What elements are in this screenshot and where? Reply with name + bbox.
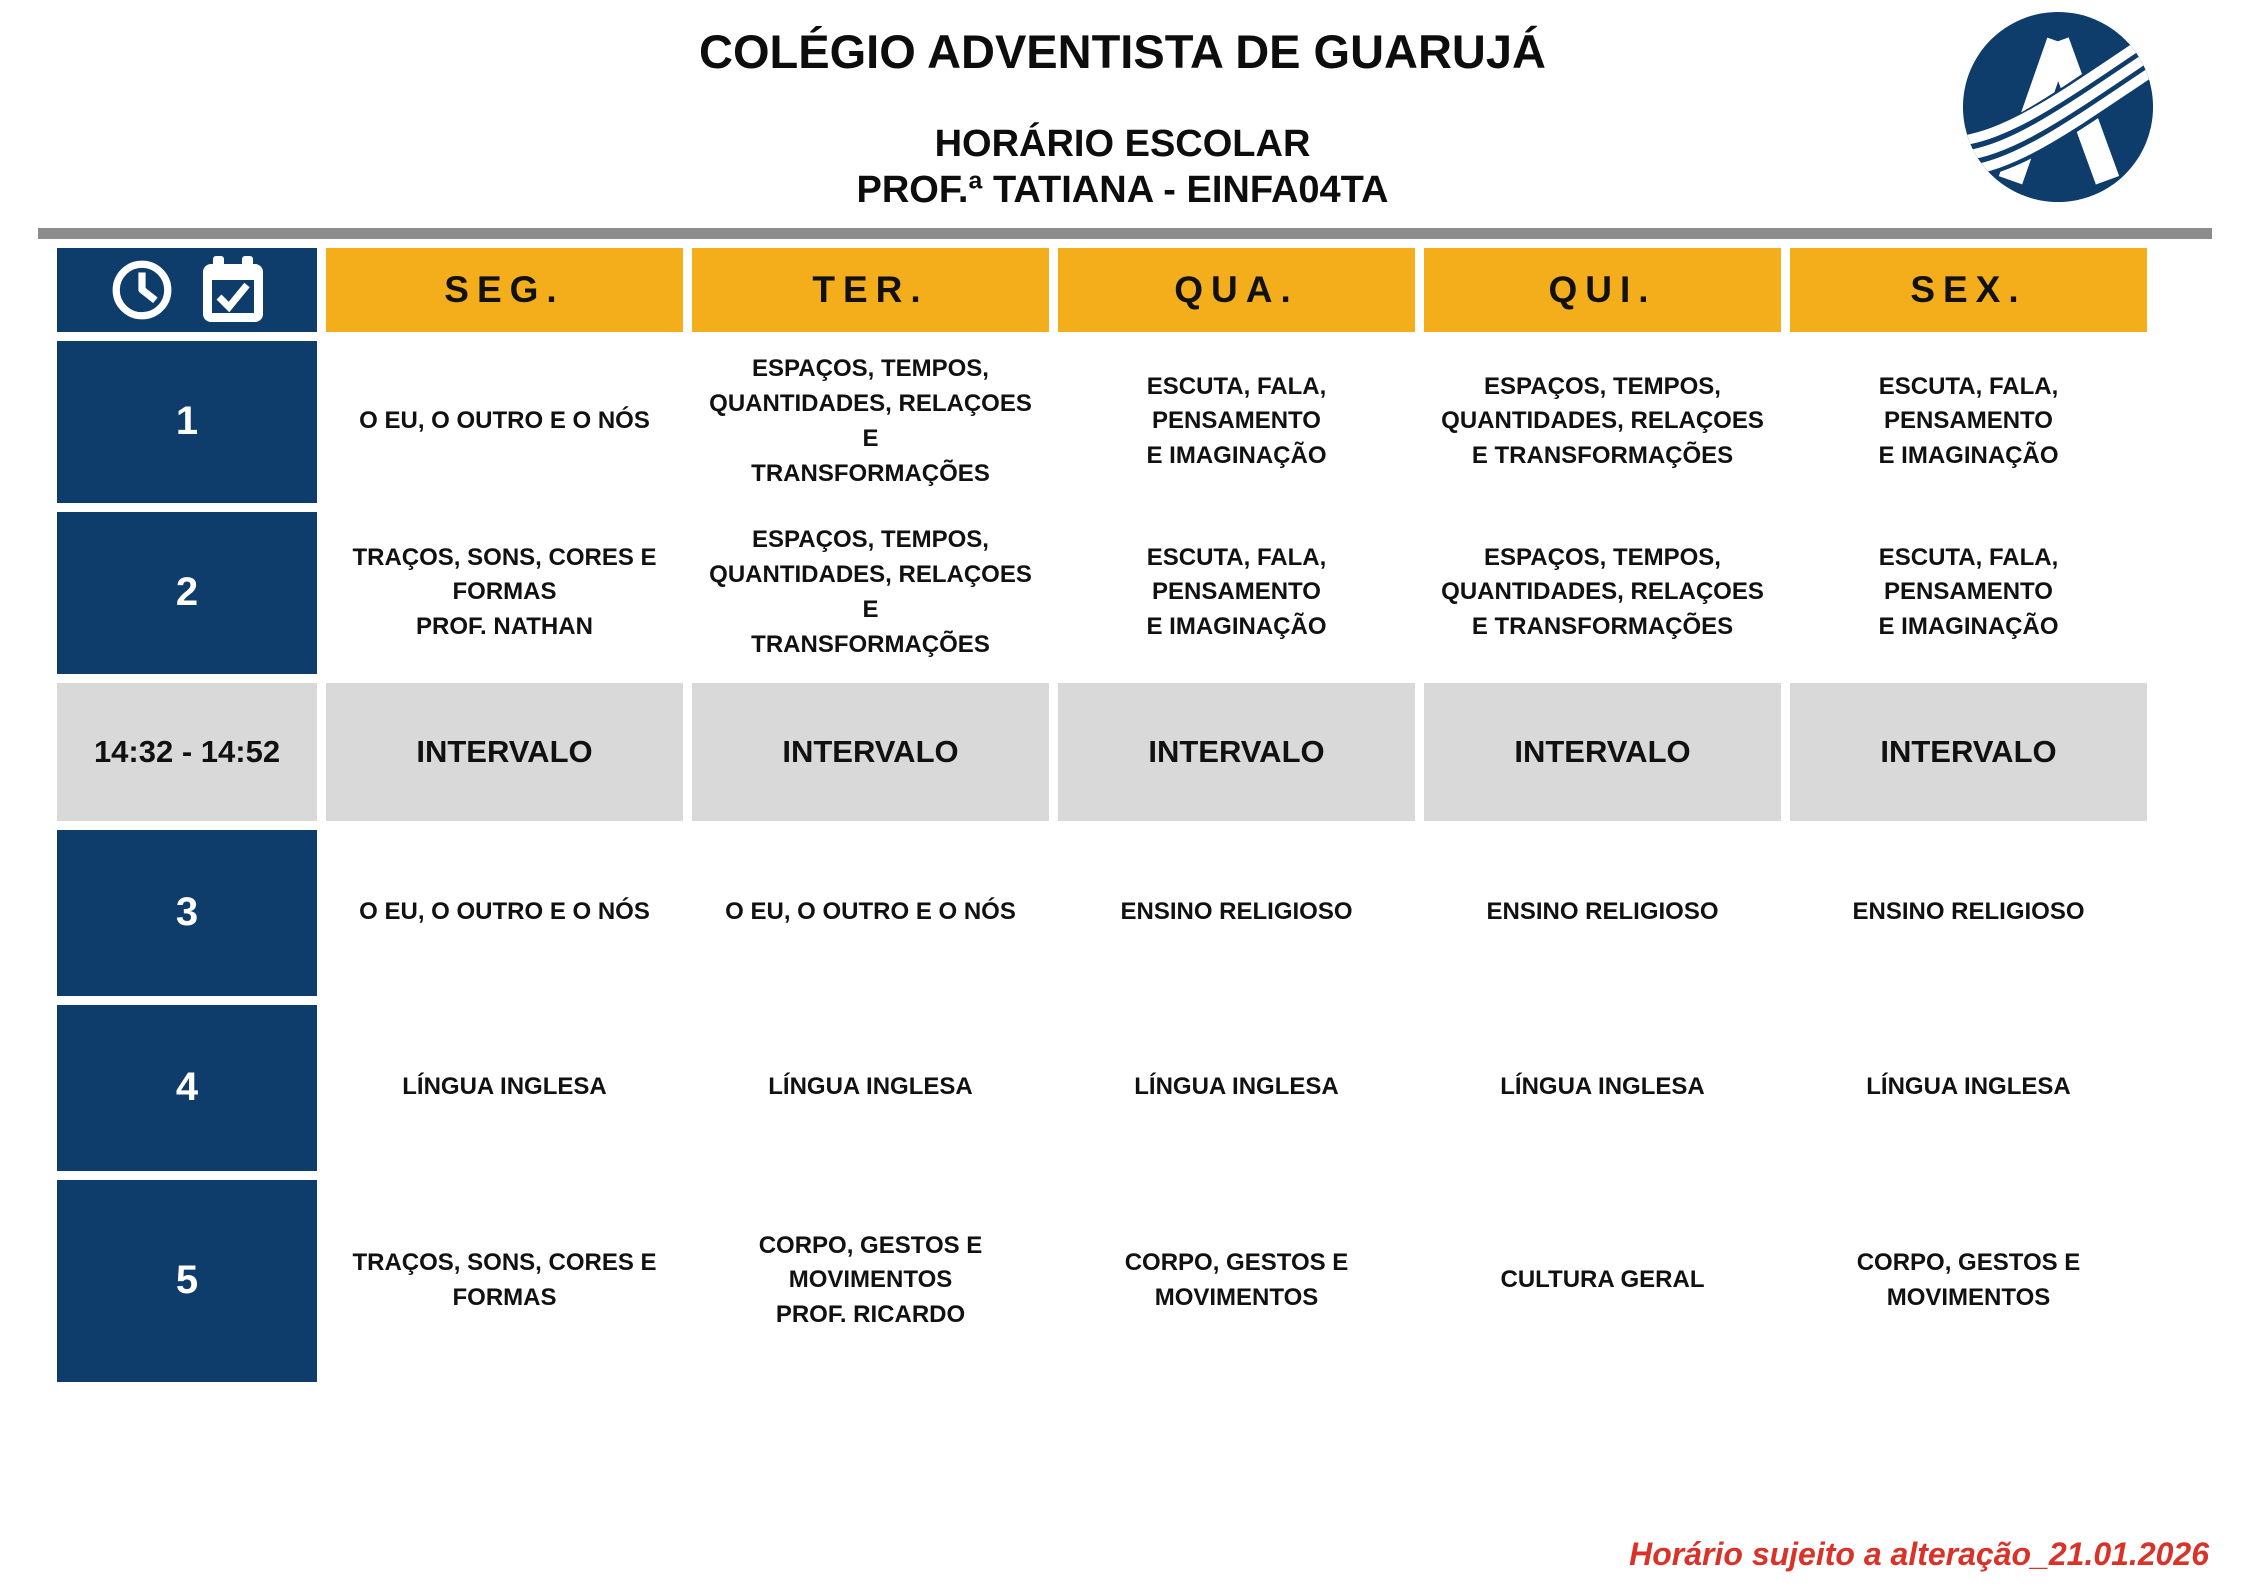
schedule-cell: ESCUTA, FALA, PENSAMENTO E IMAGINAÇÃO [1790, 511, 2147, 674]
day-header-ter: TER. [692, 247, 1049, 332]
calendar-check-icon [203, 255, 263, 322]
day-header-seg: SEG. [326, 247, 683, 332]
interval-cell: INTERVALO [326, 682, 683, 821]
schedule-cell: ESCUTA, FALA, PENSAMENTO E IMAGINAÇÃO [1058, 511, 1415, 674]
school-logo [1959, 8, 2157, 206]
schedule-cell: O EU, O OUTRO E O NÓS [326, 340, 683, 503]
schedule-cell: LÍNGUA INGLESA [692, 1004, 1049, 1171]
schedule-subtitle: HORÁRIO ESCOLAR [934, 123, 1311, 165]
day-header-sex: SEX. [1790, 247, 2147, 332]
schedule-cell: LÍNGUA INGLESA [1790, 1004, 2147, 1171]
schedule-cell: LÍNGUA INGLESA [1424, 1004, 1781, 1171]
day-header-qua: QUA. [1058, 247, 1415, 332]
interval-time-label: 14:32 - 14:52 [57, 682, 317, 821]
schedule-cell: ESPAÇOS, TEMPOS, QUANTIDADES, RELAÇOES E… [692, 511, 1049, 674]
schedule-cell: ENSINO RELIGIOSO [1790, 829, 2147, 996]
day-header-qui: QUI. [1424, 247, 1781, 332]
school-title: COLÉGIO ADVENTISTA DE GUARUJÁ [699, 25, 1546, 78]
schedule-cell: ESPAÇOS, TEMPOS, QUANTIDADES, RELAÇOES E… [692, 340, 1049, 503]
schedule-cell: TRAÇOS, SONS, CORES E FORMAS PROF. NATHA… [326, 511, 683, 674]
adventist-logo-icon [1962, 11, 2154, 203]
schedule-cell: ESCUTA, FALA, PENSAMENTO E IMAGINAÇÃO [1058, 340, 1415, 503]
schedule-cell: ESPAÇOS, TEMPOS, QUANTIDADES, RELAÇOES E… [1424, 511, 1781, 674]
schedule-cell: CULTURA GERAL [1424, 1179, 1781, 1382]
interval-cell: INTERVALO [1058, 682, 1415, 821]
schedule-cell: O EU, O OUTRO E O NÓS [692, 829, 1049, 996]
subtitle-block: HORÁRIO ESCOLAR PROF.ª TATIANA - EINFA04… [0, 121, 2245, 214]
schedule-cell: ESPAÇOS, TEMPOS, QUANTIDADES, RELAÇOES E… [1424, 340, 1781, 503]
period-label: 5 [57, 1179, 317, 1382]
schedule-cell: TRAÇOS, SONS, CORES E FORMAS [326, 1179, 683, 1382]
period-label: 3 [57, 829, 317, 996]
interval-cell: INTERVALO [1790, 682, 2147, 821]
interval-cell: INTERVALO [692, 682, 1049, 821]
schedule-cell: LÍNGUA INGLESA [1058, 1004, 1415, 1171]
interval-cell: INTERVALO [1424, 682, 1781, 821]
period-label: 1 [57, 340, 317, 503]
period-label: 2 [57, 511, 317, 674]
time-header-cell [57, 247, 317, 332]
schedule-cell: CORPO, GESTOS E MOVIMENTOS [1058, 1179, 1415, 1382]
clock-icon [112, 260, 172, 320]
schedule-cell: ENSINO RELIGIOSO [1058, 829, 1415, 996]
schedule-cell: O EU, O OUTRO E O NÓS [326, 829, 683, 996]
schedule-cell: CORPO, GESTOS E MOVIMENTOS [1790, 1179, 2147, 1382]
schedule-table: SEG. TER. QUA. QUI. SEX. 1 O EU, O OUTRO… [57, 247, 2245, 1382]
schedule-cell: CORPO, GESTOS E MOVIMENTOS PROF. RICARDO [692, 1179, 1049, 1382]
header: COLÉGIO ADVENTISTA DE GUARUJÁ HORÁRIO ES… [0, 0, 2245, 214]
footer-note: Horário sujeito a alteração_21.01.2026 [1629, 1536, 2209, 1572]
schedule-cell: ESCUTA, FALA, PENSAMENTO E IMAGINAÇÃO [1790, 340, 2147, 503]
period-label: 4 [57, 1004, 317, 1171]
schedule-cell: LÍNGUA INGLESA [326, 1004, 683, 1171]
teacher-class-subtitle: PROF.ª TATIANA - EINFA04TA [856, 169, 1389, 212]
schedule-cell: ENSINO RELIGIOSO [1424, 829, 1781, 996]
header-divider [38, 227, 2212, 239]
